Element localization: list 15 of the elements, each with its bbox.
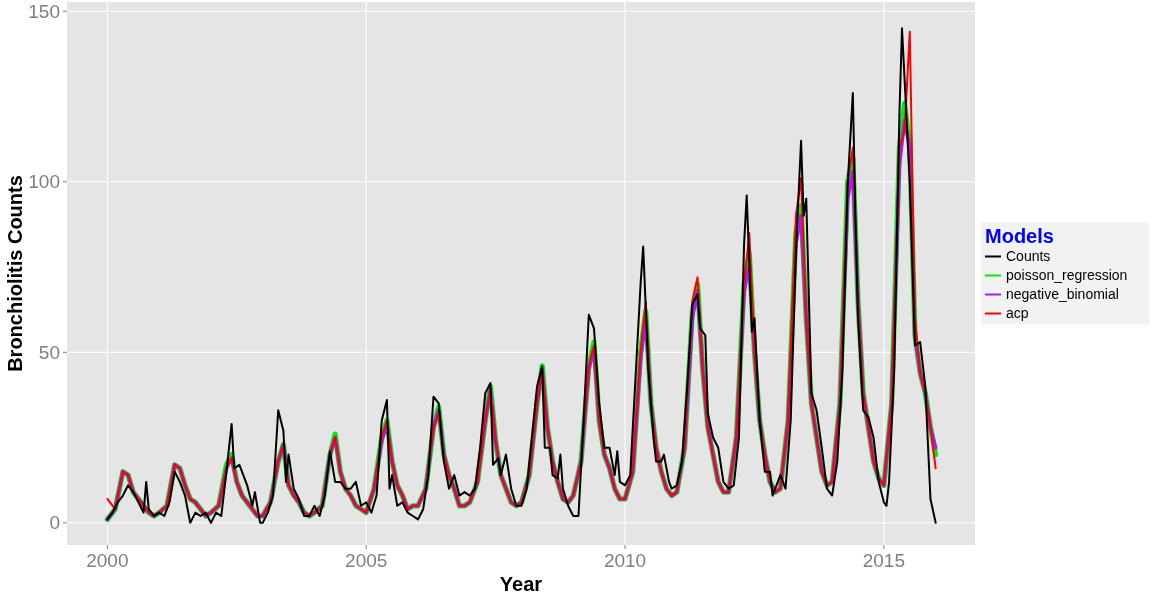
x-tick-label: 2015 bbox=[862, 550, 906, 571]
legend-label: Counts bbox=[1006, 248, 1051, 265]
x-tick-label: 2000 bbox=[86, 550, 129, 571]
y-tick-label: 100 bbox=[28, 171, 60, 193]
y-axis-title: Bronchiolitis Counts bbox=[4, 175, 26, 372]
legend-label: poisson_regression bbox=[1006, 267, 1128, 284]
x-tick-label: 2005 bbox=[345, 550, 388, 571]
legend-label: acp bbox=[1006, 305, 1029, 322]
legend-label: negative_binomial bbox=[1006, 286, 1119, 303]
y-tick-label: 150 bbox=[28, 0, 60, 22]
y-tick-label: 50 bbox=[38, 341, 60, 363]
x-tick-label: 2010 bbox=[603, 550, 647, 571]
y-tick-label: 0 bbox=[49, 512, 60, 534]
x-axis-title: Year bbox=[499, 573, 543, 595]
legend-title: Models bbox=[985, 224, 1054, 247]
